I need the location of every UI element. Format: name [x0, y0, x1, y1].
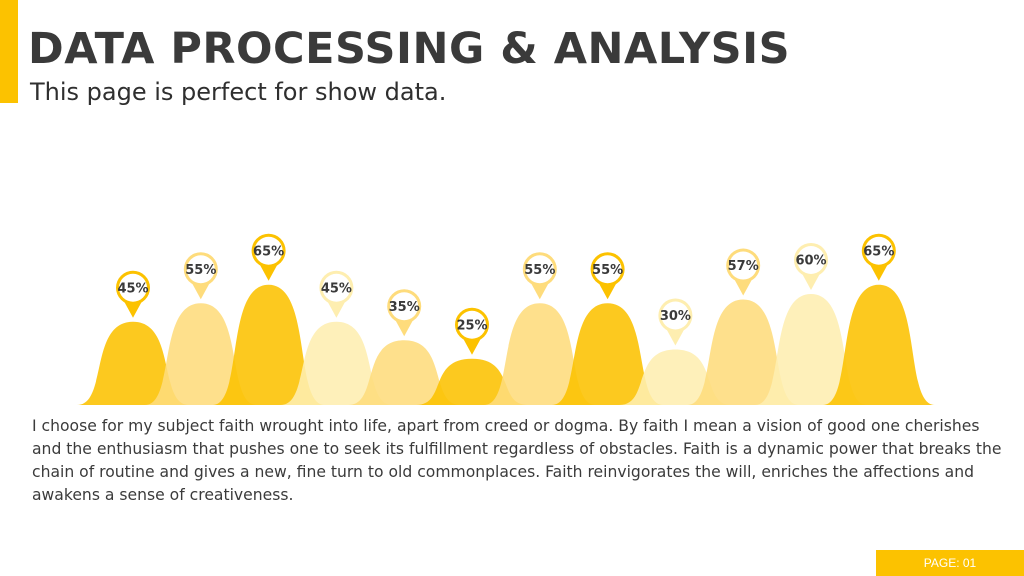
hill-area — [280, 321, 393, 405]
hill-layer — [77, 284, 935, 405]
accent-bar — [0, 0, 18, 103]
pin-center — [593, 255, 622, 284]
hill-area — [212, 284, 325, 405]
hill-area — [483, 303, 596, 405]
page-number-badge: PAGE: 01 — [876, 550, 1024, 576]
hill-area — [77, 321, 189, 405]
data-label: 57% — [728, 259, 759, 274]
data-label: 35% — [389, 300, 420, 315]
pin-center — [864, 236, 893, 265]
hill-area — [755, 294, 867, 405]
pin-center — [254, 236, 283, 265]
hill-area — [551, 303, 664, 405]
value-pin: 45% — [319, 270, 354, 318]
data-label: 45% — [321, 281, 352, 296]
pin-center — [119, 273, 147, 302]
hill-area — [822, 284, 935, 405]
pin-layer: 45% 55% 65% 45% 35% 25% 55% 55% 30% 57% 60% 65% — [116, 233, 896, 355]
hill-area — [687, 299, 800, 405]
value-pin: 57% — [726, 248, 761, 296]
value-pin: 65% — [861, 233, 896, 281]
data-label: 60% — [795, 254, 826, 269]
hill-area — [348, 340, 461, 405]
data-label: 30% — [660, 309, 691, 324]
value-pin: 60% — [794, 243, 828, 290]
value-pin: 55% — [590, 252, 625, 300]
hill-area — [144, 303, 257, 405]
pin-center — [458, 310, 486, 339]
value-pin: 30% — [658, 298, 693, 346]
pin-center — [661, 301, 690, 330]
pin-center — [525, 255, 554, 284]
page-title: DATA PROCESSING & ANALYSIS — [28, 24, 791, 74]
page-subtitle: This page is perfect for show data. — [30, 78, 447, 106]
pin-center — [797, 246, 825, 274]
value-pin: 55% — [522, 252, 557, 300]
value-pin: 25% — [455, 307, 489, 355]
value-pin: 45% — [116, 270, 150, 318]
body-paragraph: I choose for my subject faith wrought in… — [32, 417, 1002, 504]
data-label: 65% — [863, 244, 894, 259]
data-label: 65% — [253, 244, 284, 259]
value-pin: 35% — [387, 289, 422, 337]
data-label: 55% — [592, 263, 623, 278]
pin-center — [186, 255, 215, 284]
bell-area-chart: 45% 55% 65% 45% 35% 25% 55% 55% 30% 57% 60% 65% — [77, 233, 935, 405]
data-label: 55% — [185, 263, 216, 278]
data-label: 55% — [524, 263, 555, 278]
value-pin: 65% — [251, 233, 286, 281]
data-label: 25% — [456, 318, 487, 333]
data-label: 45% — [117, 281, 148, 296]
pin-center — [729, 251, 758, 280]
pin-center — [390, 292, 419, 321]
pin-center — [322, 273, 351, 302]
value-pin: 55% — [183, 252, 218, 300]
